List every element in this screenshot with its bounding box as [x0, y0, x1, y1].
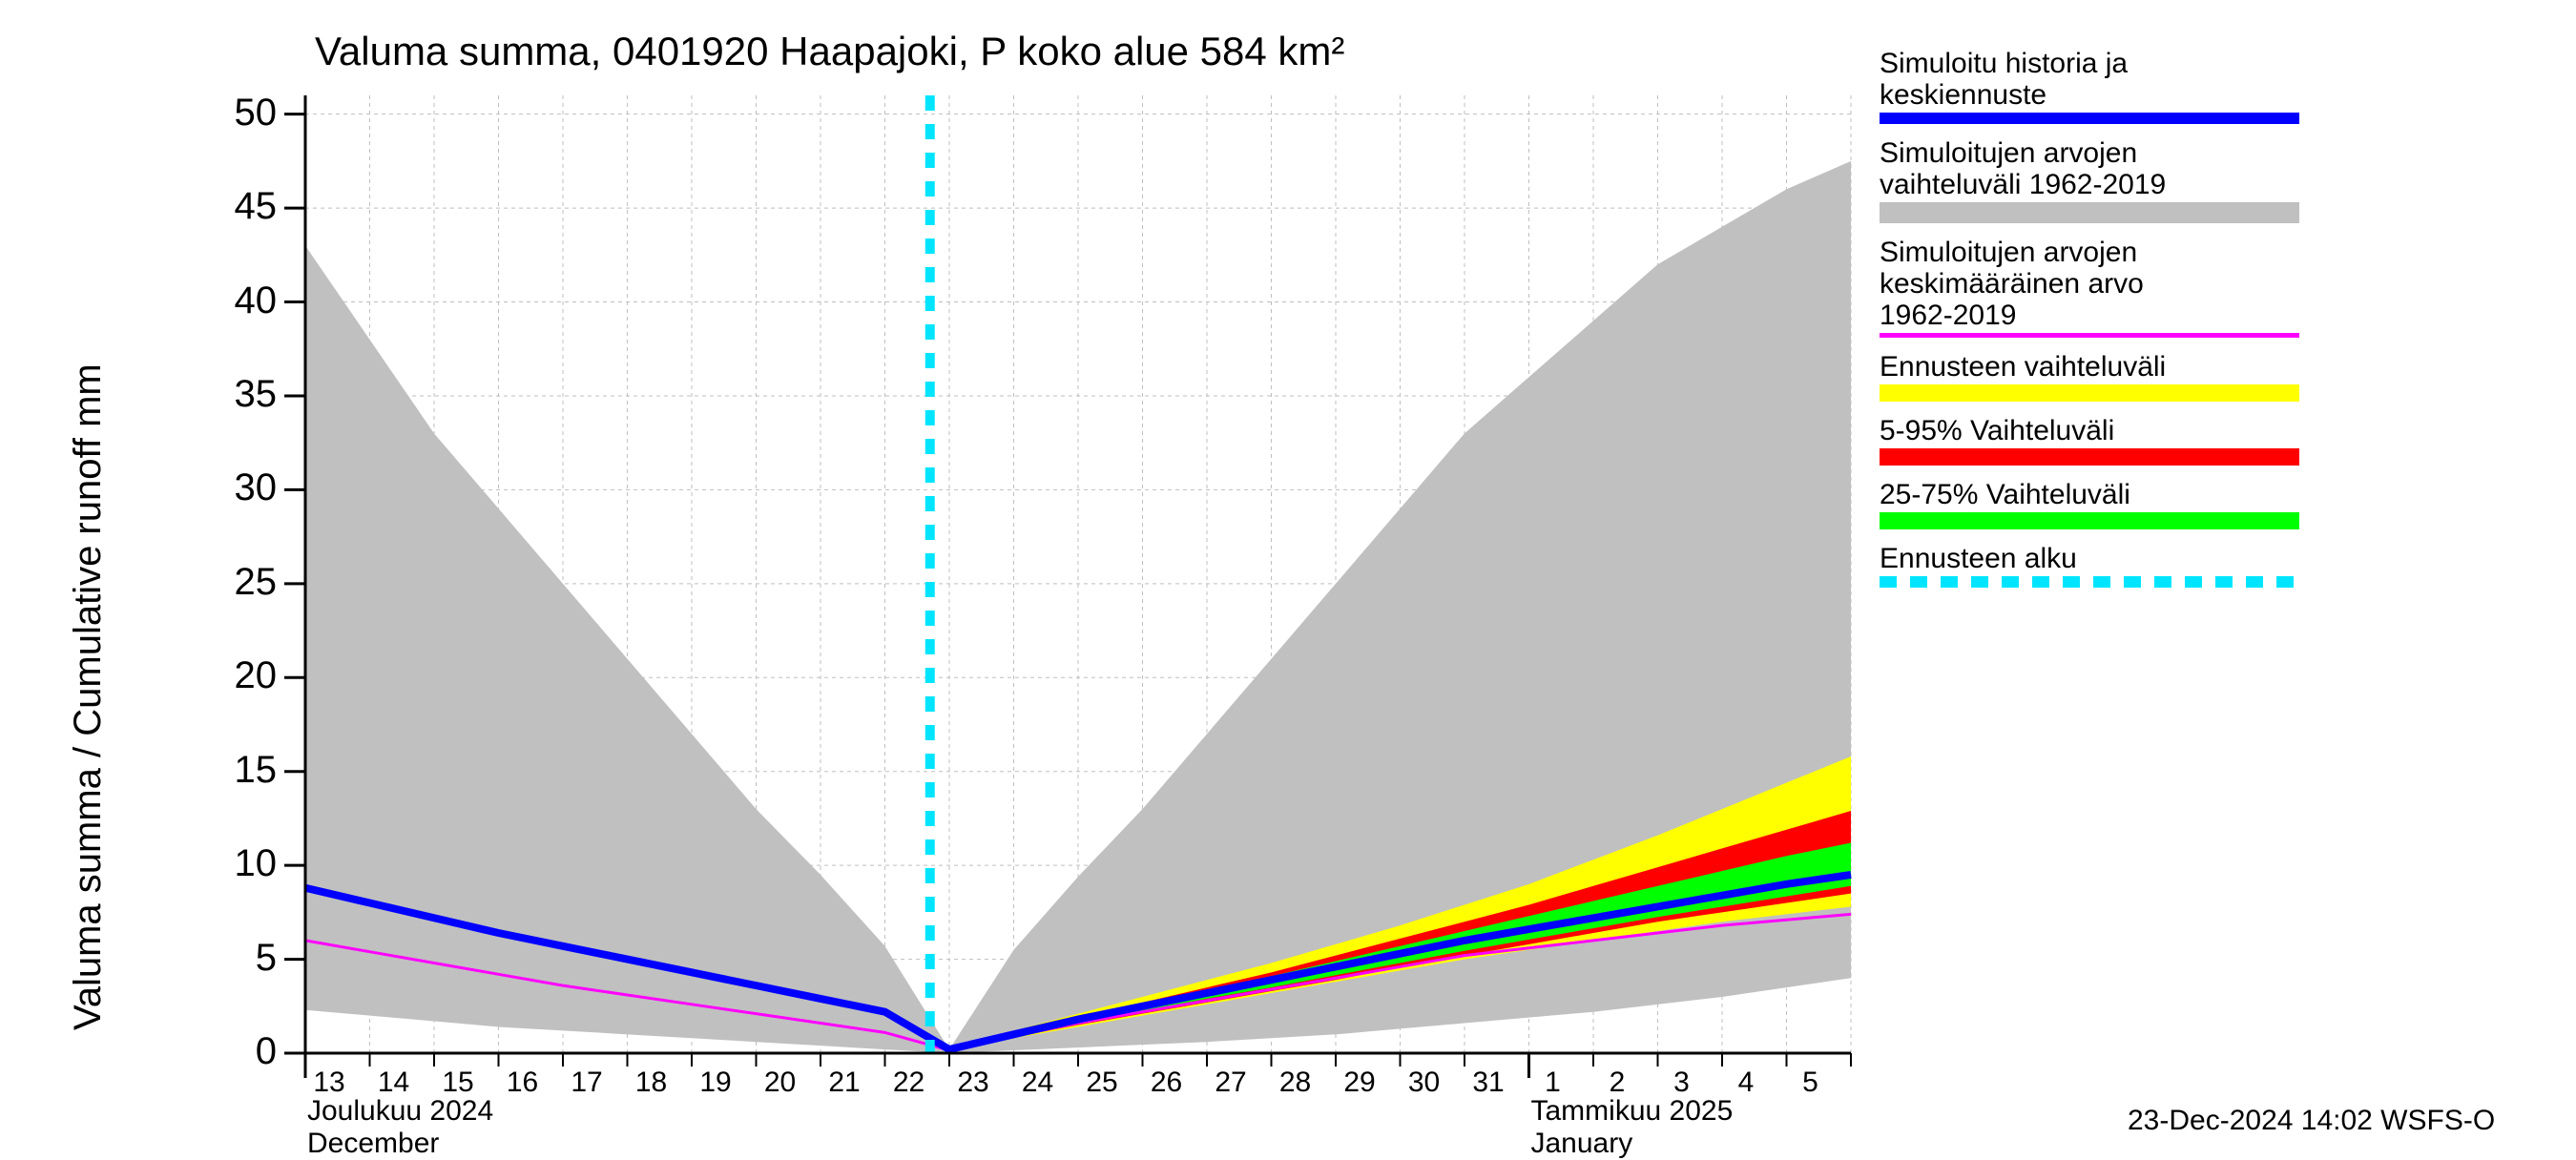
y-tick-label: 5: [200, 937, 277, 980]
x-tick-label: 4: [1722, 1067, 1770, 1099]
legend-text: keskiennuste: [1880, 79, 2318, 111]
legend-item: 25-75% Vaihteluväli: [1880, 479, 2318, 529]
x-tick-label: 15: [434, 1067, 482, 1099]
timestamp: 23-Dec-2024 14:02 WSFS-O: [2128, 1105, 2495, 1137]
x-tick-label: 19: [692, 1067, 739, 1099]
x-tick-label: 24: [1014, 1067, 1062, 1099]
chart-container: Valuma summa, 0401920 Haapajoki, P koko …: [0, 0, 2576, 1145]
legend-swatch: [1880, 448, 2299, 466]
legend-swatch: [1880, 202, 2299, 223]
x-month-label-bottom: December: [307, 1128, 439, 1160]
legend-swatch: [1880, 512, 2299, 529]
legend-text: keskimääräinen arvo: [1880, 268, 2318, 300]
legend-item: Ennusteen alku: [1880, 543, 2318, 588]
legend-swatch: [1880, 384, 2299, 402]
legend-swatch: [1880, 333, 2299, 338]
legend-text: 5-95% Vaihteluväli: [1880, 415, 2318, 446]
legend-text: vaihteluväli 1962-2019: [1880, 169, 2318, 200]
x-tick-label: 25: [1078, 1067, 1126, 1099]
x-tick-label: 21: [821, 1067, 868, 1099]
x-tick-label: 17: [563, 1067, 611, 1099]
x-tick-label: 3: [1658, 1067, 1706, 1099]
legend-swatch: [1880, 113, 2299, 124]
x-tick-label: 20: [757, 1067, 804, 1099]
y-tick-label: 15: [200, 749, 277, 792]
x-tick-label: 16: [499, 1067, 547, 1099]
y-tick-label: 25: [200, 561, 277, 604]
y-tick-label: 35: [200, 373, 277, 416]
legend-item: Simuloitujen arvojenkeskimääräinen arvo …: [1880, 237, 2318, 338]
legend-text: 1962-2019: [1880, 300, 2318, 331]
legend-text: Ennusteen vaihteluväli: [1880, 351, 2318, 383]
x-tick-label: 30: [1401, 1067, 1448, 1099]
legend-text: Simuloitujen arvojen: [1880, 237, 2318, 268]
x-tick-label: 13: [305, 1067, 353, 1099]
x-tick-label: 28: [1272, 1067, 1319, 1099]
y-tick-label: 45: [200, 185, 277, 228]
legend-text: 25-75% Vaihteluväli: [1880, 479, 2318, 510]
y-tick-label: 40: [200, 280, 277, 322]
legend-item: 5-95% Vaihteluväli: [1880, 415, 2318, 466]
x-tick-label: 2: [1593, 1067, 1641, 1099]
x-tick-label: 23: [949, 1067, 997, 1099]
legend-text: Simuloitu historia ja: [1880, 48, 2318, 79]
legend-item: Simuloitujen arvojenvaihteluväli 1962-20…: [1880, 137, 2318, 223]
x-tick-label: 22: [885, 1067, 933, 1099]
y-tick-label: 20: [200, 654, 277, 697]
legend-text: Ennusteen alku: [1880, 543, 2318, 574]
x-tick-label: 29: [1336, 1067, 1383, 1099]
x-month-label-top: Tammikuu 2025: [1531, 1095, 1734, 1128]
legend: Simuloitu historia jakeskiennusteSimuloi…: [1880, 48, 2318, 601]
y-tick-label: 10: [200, 842, 277, 885]
y-tick-label: 0: [200, 1030, 277, 1073]
x-tick-label: 14: [370, 1067, 418, 1099]
legend-text: Simuloitujen arvojen: [1880, 137, 2318, 169]
x-tick-label: 26: [1143, 1067, 1191, 1099]
legend-item: Ennusteen vaihteluväli: [1880, 351, 2318, 402]
x-tick-label: 1: [1529, 1067, 1577, 1099]
x-month-label-top: Joulukuu 2024: [307, 1095, 493, 1128]
x-tick-label: 5: [1787, 1067, 1835, 1099]
legend-item: Simuloitu historia jakeskiennuste: [1880, 48, 2318, 124]
y-tick-label: 50: [200, 92, 277, 135]
x-tick-label: 27: [1207, 1067, 1255, 1099]
x-tick-label: 31: [1465, 1067, 1512, 1099]
y-tick-label: 30: [200, 466, 277, 509]
x-tick-label: 18: [628, 1067, 675, 1099]
x-month-label-bottom: January: [1531, 1128, 1633, 1160]
legend-swatch: [1880, 576, 2299, 588]
